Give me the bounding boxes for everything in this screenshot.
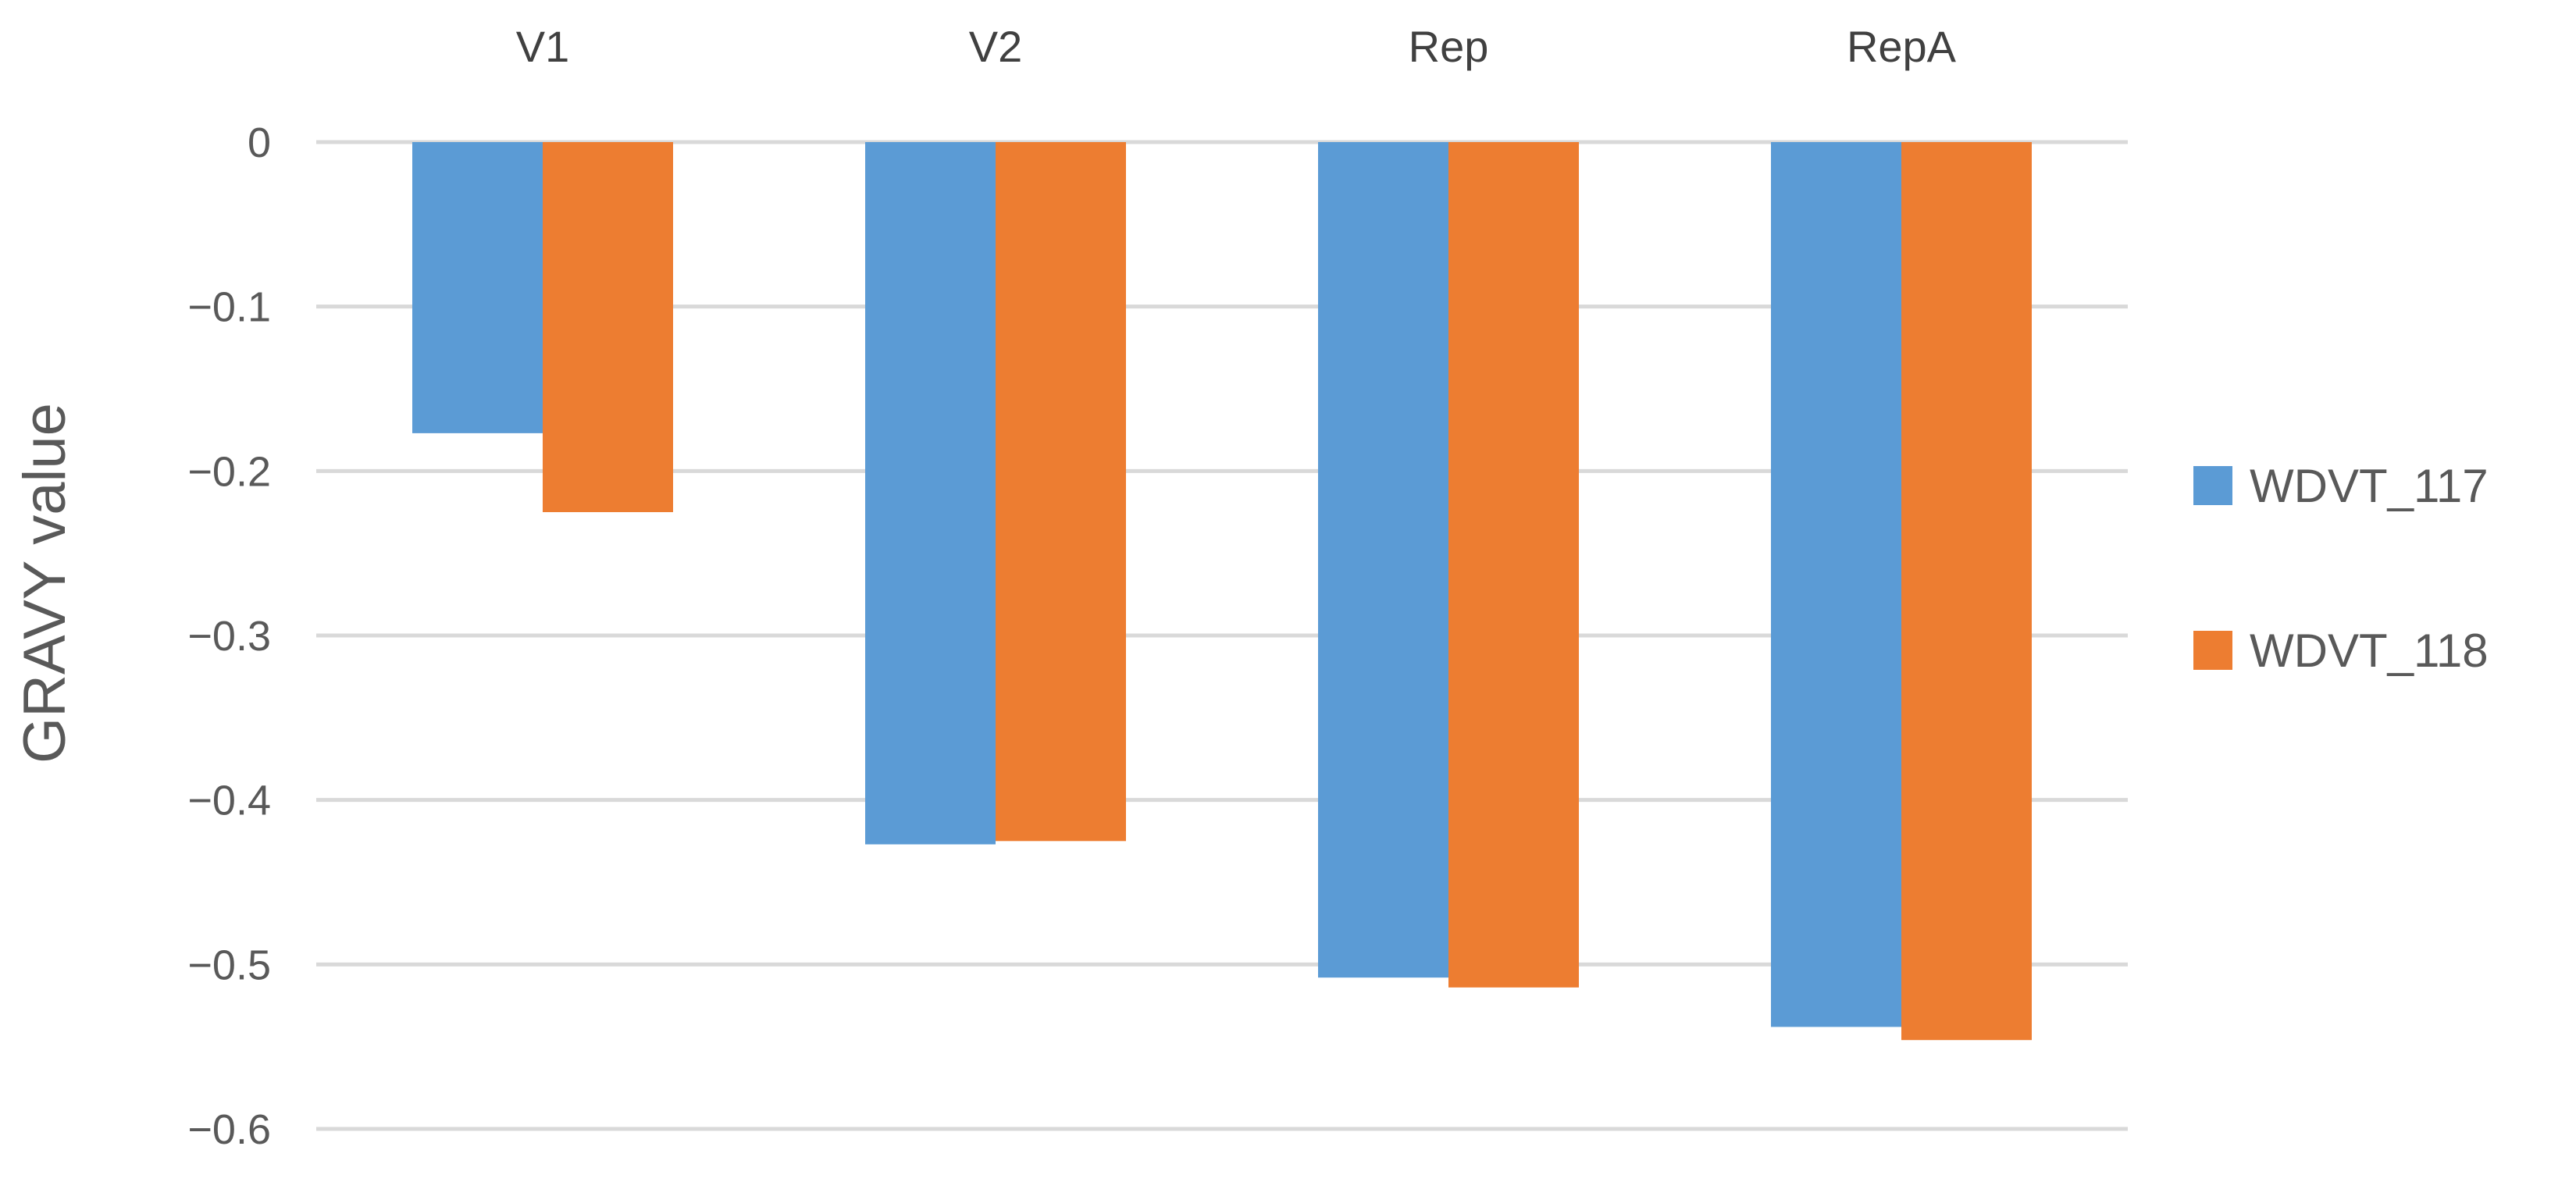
bars: [412, 142, 2032, 1041]
category-label: RepA: [1847, 22, 1957, 71]
bar-repa-wdvt-118: [1901, 142, 2032, 1041]
y-axis-label: GRAVY value: [12, 403, 78, 764]
legend: WDVT_117 WDVT_118: [2193, 460, 2489, 677]
bar-v2-wdvt-117: [865, 142, 996, 845]
y-tick-label: 0: [248, 119, 271, 166]
category-label: V2: [969, 22, 1023, 71]
legend-swatch: [2193, 631, 2232, 670]
legend-label: WDVT_118: [2250, 625, 2489, 677]
category-labels: V1 V2 Rep RepA: [516, 22, 1957, 71]
bar-repa-wdvt-117: [1771, 142, 1901, 1027]
bar-v1-wdvt-118: [543, 142, 673, 512]
bar-rep-wdvt-117: [1318, 142, 1448, 978]
y-tick-label: −0.2: [187, 448, 271, 495]
bar-v2-wdvt-118: [996, 142, 1126, 842]
y-tick-label: −0.1: [187, 284, 271, 331]
y-tick-label: −0.6: [187, 1106, 271, 1153]
y-tick-label: −0.3: [187, 613, 271, 660]
bar-rep-wdvt-118: [1448, 142, 1579, 988]
bar-v1-wdvt-117: [412, 142, 543, 433]
category-label: V1: [516, 22, 570, 71]
y-tick-label: −0.4: [187, 778, 271, 824]
y-tick-label: −0.5: [187, 942, 271, 988]
y-axis-ticks: 0 −0.1 −0.2 −0.3 −0.4 −0.5 −0.6: [187, 119, 271, 1153]
category-label: Rep: [1409, 22, 1489, 71]
legend-swatch: [2193, 466, 2232, 505]
legend-label: WDVT_117: [2250, 460, 2489, 512]
